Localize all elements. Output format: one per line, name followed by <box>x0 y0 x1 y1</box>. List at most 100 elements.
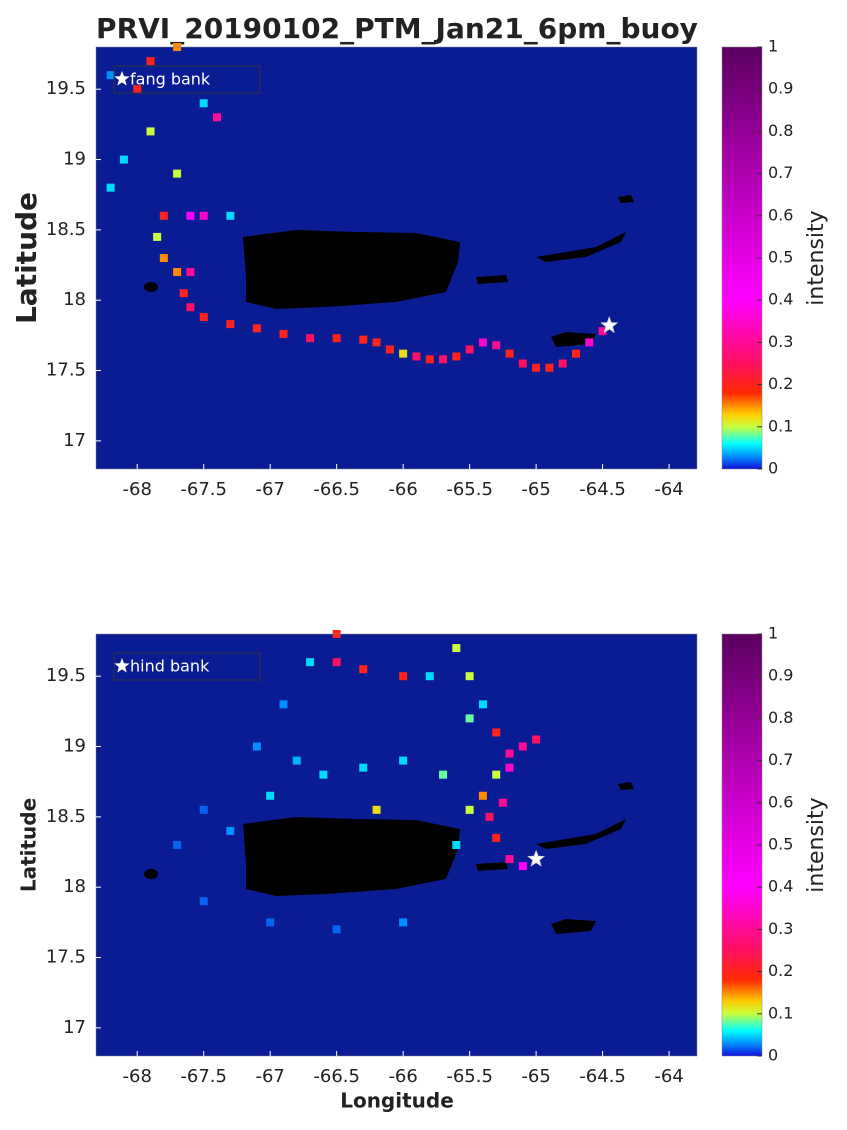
x-axis-label: Longitude <box>340 1089 454 1113</box>
cell <box>226 826 235 835</box>
x-tick-label: -66 <box>388 479 417 500</box>
colorbar-tick-label: 0.4 <box>768 290 793 309</box>
cell <box>292 756 301 765</box>
cell <box>266 918 275 927</box>
y-tick-label: 18 <box>63 876 86 897</box>
colorbar-tick-label: 0 <box>768 459 778 478</box>
cell <box>332 925 341 934</box>
colorbar-tick-label: 0 <box>768 1046 778 1065</box>
cell <box>133 85 142 94</box>
colorbar-tick-label: 0.5 <box>768 248 793 267</box>
y-axis-label: Latitude <box>17 798 41 892</box>
cell <box>399 672 408 681</box>
cell <box>186 303 195 312</box>
cell <box>478 791 487 800</box>
cell <box>319 770 328 779</box>
colorbar-label: intensity <box>804 797 829 892</box>
cell <box>545 363 554 372</box>
cell <box>332 334 341 343</box>
legend-star <box>114 658 130 673</box>
x-tick-label: -67.5 <box>180 479 227 500</box>
cell <box>199 99 208 108</box>
x-tick-label: -64.5 <box>579 1066 626 1087</box>
colorbar-tick-label: 0.6 <box>768 205 793 224</box>
y-tick-label: 17 <box>63 430 86 451</box>
cell <box>199 313 208 322</box>
y-tick-label: 19 <box>63 149 86 170</box>
colorbar-label: intensity <box>804 210 829 305</box>
x-tick-label: -64 <box>654 479 683 500</box>
colorbar-tick-label: 0.3 <box>768 919 793 938</box>
cell <box>492 341 501 350</box>
cells <box>173 630 541 934</box>
colorbar-tick-label: 0.7 <box>768 163 793 182</box>
colorbar <box>721 46 763 470</box>
x-tick-label: -66.5 <box>313 479 360 500</box>
cell <box>585 338 594 347</box>
cell <box>465 672 474 681</box>
cell <box>306 334 315 343</box>
cell <box>372 338 381 347</box>
cell <box>425 355 434 364</box>
legend-box <box>113 652 261 681</box>
cell <box>266 791 275 800</box>
y-tick-label: 18.5 <box>46 806 86 827</box>
x-tick-label: -65 <box>521 479 550 500</box>
cell <box>478 338 487 347</box>
cell <box>478 700 487 709</box>
cell <box>558 359 567 368</box>
cell <box>505 749 514 758</box>
site-marker <box>600 316 619 334</box>
colorbar-tick-label: 0.9 <box>768 666 793 685</box>
x-tick-label: -67.5 <box>180 1066 227 1087</box>
y-tick-label: 19.5 <box>46 78 86 99</box>
cell <box>505 855 514 864</box>
y-tick-label: 17.5 <box>46 360 86 381</box>
plot-frame <box>95 46 698 470</box>
colorbar-tick-label: 0.8 <box>768 708 793 727</box>
y-tick-label: 18 <box>63 289 86 310</box>
cell <box>106 71 115 80</box>
cell <box>106 183 115 192</box>
x-tick-label: -68 <box>123 1066 152 1087</box>
cell <box>199 805 208 814</box>
cell <box>399 349 408 358</box>
cell <box>465 345 474 354</box>
cell <box>173 169 182 178</box>
cell <box>173 268 182 277</box>
colorbar-tick-label: 0.8 <box>768 121 793 140</box>
cell <box>199 211 208 220</box>
cell <box>439 355 448 364</box>
cell <box>199 897 208 906</box>
colorbar-tick-label: 1 <box>768 624 778 643</box>
cell <box>492 728 501 737</box>
cell <box>279 329 288 338</box>
x-tick-label: -64 <box>654 1066 683 1087</box>
cells <box>106 43 607 372</box>
cell <box>332 658 341 667</box>
plot-frame <box>95 633 698 1057</box>
y-tick-label: 19.5 <box>46 665 86 686</box>
y-tick-label: 19 <box>63 736 86 757</box>
cell <box>485 812 494 821</box>
cell <box>452 352 461 361</box>
x-tick-label: -65.5 <box>446 479 493 500</box>
cell <box>359 665 368 674</box>
cell <box>465 805 474 814</box>
cell <box>186 211 195 220</box>
cell <box>119 155 128 164</box>
cell <box>598 327 607 336</box>
colorbar-tick-label: 0.9 <box>768 79 793 98</box>
y-tick-label: 17 <box>63 1017 86 1038</box>
colorbar-tick-label: 0.1 <box>768 1003 793 1022</box>
cell <box>146 127 155 136</box>
x-tick-label: -66.5 <box>313 1066 360 1087</box>
colorbar-tick-label: 0.6 <box>768 792 793 811</box>
colorbar-tick-label: 0.5 <box>768 835 793 854</box>
cell <box>498 798 507 807</box>
cell <box>212 113 221 122</box>
y-tick-label: 17.5 <box>46 947 86 968</box>
cell <box>159 254 168 262</box>
